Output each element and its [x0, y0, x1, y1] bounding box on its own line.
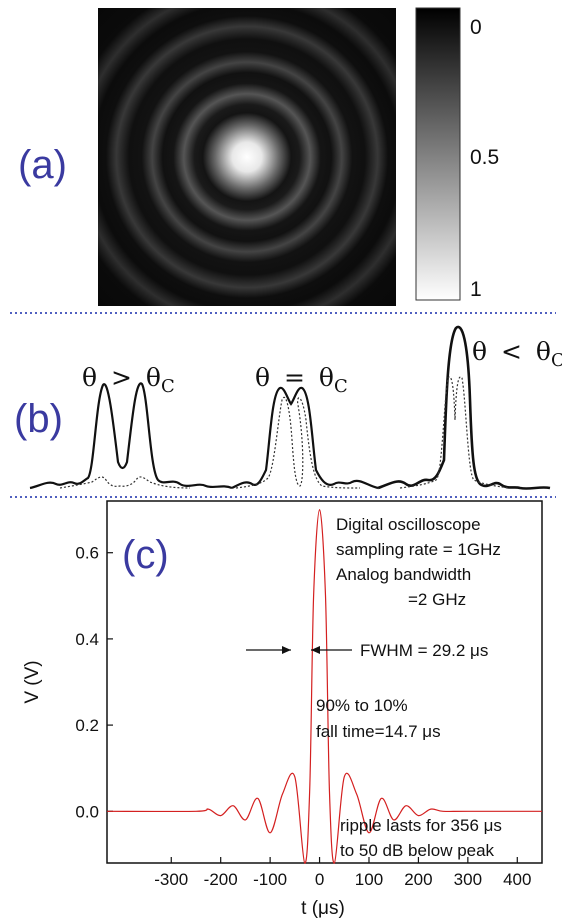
svg-text:θ = θC: θ = θC: [255, 363, 348, 397]
fwhm-label: FWHM = 29.2 μs: [360, 641, 488, 660]
panel-b-label: (b): [14, 397, 63, 441]
airy-pattern-image: [98, 8, 396, 306]
x-tick-label: 100: [355, 870, 383, 889]
profile-dotted-3: [399, 376, 511, 489]
waveform-chart: -300 -200 -100 0 100 200 300 400 0.0 0.2 0.4 0.6: [75, 500, 543, 889]
plot-frame: [106, 500, 543, 864]
subscript-c: C: [551, 350, 562, 371]
theta-symbol: θ: [472, 337, 487, 366]
ripple-line-1: ripple lasts for 356 μs: [340, 816, 502, 835]
y-tick-label: 0.2: [75, 716, 99, 735]
relation-symbol: <: [501, 337, 522, 366]
profile-solid-1: [29, 382, 233, 490]
theta-c-symbol: θ: [319, 363, 334, 392]
info-line-1: Digital oscilloscope: [336, 515, 481, 534]
info-line-2: sampling rate = 1GHz: [336, 540, 501, 559]
ripple-line-2: to 50 dB below peak: [340, 841, 495, 860]
colorbar: [415, 7, 461, 301]
subscript-c: C: [161, 376, 175, 397]
theta-label-group-1: θ > θC: [82, 363, 175, 397]
x-tick-label: -200: [204, 870, 238, 889]
profile-dotted-2: [235, 397, 361, 489]
panel-a-label: (a): [18, 143, 67, 187]
theta-label-group-3: θ < θC: [472, 337, 562, 371]
y-tick-label: 0.0: [75, 802, 99, 821]
theta-symbol: θ: [82, 363, 97, 392]
x-tick-label: -100: [253, 870, 287, 889]
y-tick-label: 0.6: [75, 544, 99, 563]
theta-c-symbol: θ: [146, 363, 161, 392]
profile-dotted-1: [59, 476, 191, 489]
fall-line-1: 90% to 10%: [316, 696, 408, 715]
x-tick-label: 400: [503, 870, 531, 889]
x-tick-label: -300: [154, 870, 188, 889]
svg-text:θ > θC: θ > θC: [82, 363, 175, 397]
info-line-3: Analog bandwidth: [336, 565, 471, 584]
colorbar-tick-1: 0.5: [470, 146, 499, 169]
relation-symbol: >: [111, 363, 132, 392]
y-axis-title: V (V): [22, 660, 43, 703]
theta-c-symbol: θ: [536, 337, 551, 366]
theta-label-group-2: θ = θC: [255, 363, 348, 397]
fall-line-2: fall time=14.7 μs: [316, 722, 441, 741]
panel-c-label: (c): [122, 533, 169, 577]
subscript-c: C: [334, 376, 348, 397]
x-tick-label: 300: [454, 870, 482, 889]
x-axis-title: t (μs): [301, 898, 345, 919]
y-tick-label: 0.4: [75, 630, 99, 649]
x-tick-label: 200: [404, 870, 432, 889]
colorbar-tick-2: 1: [470, 278, 482, 301]
series-line-waveform: [106, 508, 542, 864]
relation-symbol: =: [284, 363, 305, 392]
svg-text:θ < θC: θ < θC: [472, 337, 562, 371]
x-tick-label: 0: [315, 870, 324, 889]
colorbar-tick-0: 0: [470, 16, 482, 39]
info-line-4: =2 GHz: [408, 590, 466, 609]
fwhm-arrows: [246, 646, 352, 654]
profile-solid-2: [231, 386, 379, 490]
theta-symbol: θ: [255, 363, 270, 392]
